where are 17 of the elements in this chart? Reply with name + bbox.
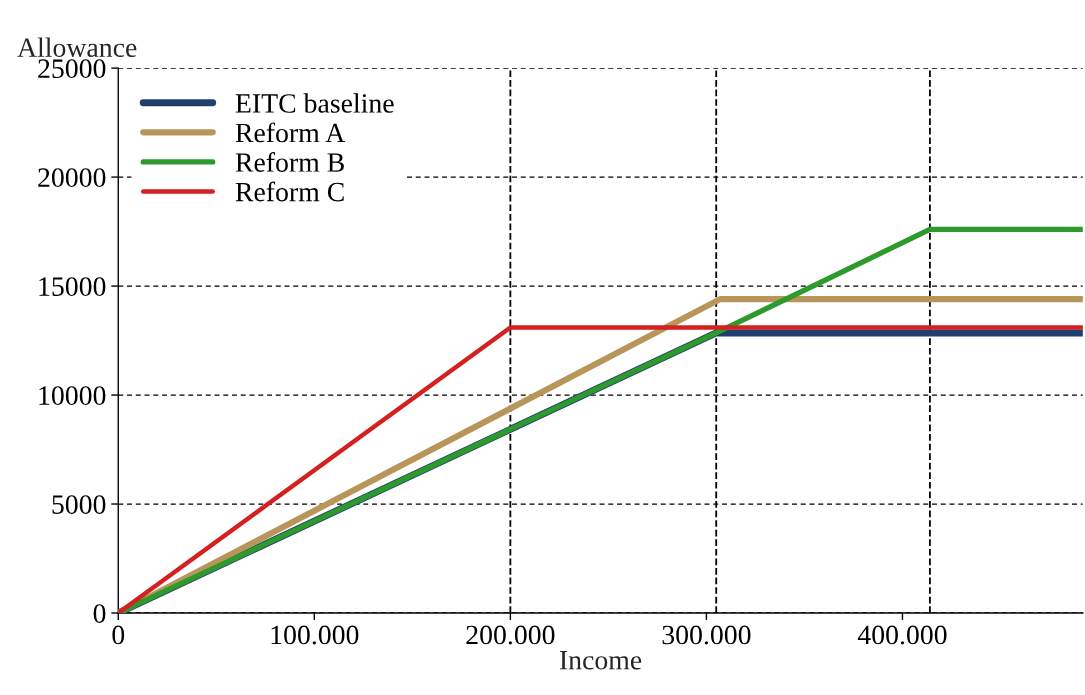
legend-label: Reform B: [235, 152, 344, 172]
y-tick-label: 10000: [39, 386, 106, 405]
x-tick-label: 400.000: [857, 625, 947, 645]
y-tick-label: 0: [93, 604, 106, 623]
legend-label: EITC baseline: [235, 93, 394, 113]
y-tick-label: 25000: [38, 59, 106, 79]
x-tick-label: 300.000: [662, 625, 751, 645]
x-axis-title: Income: [559, 651, 642, 670]
legend-label: Reform A: [235, 122, 346, 143]
legend-label: Reform C: [235, 181, 344, 202]
x-tick-label: 200.000: [466, 625, 555, 645]
y-tick-label: 5000: [52, 495, 106, 514]
y-tick-label: 20000: [38, 168, 106, 187]
x-tick-label: 100.000: [271, 625, 359, 645]
y-tick-label: 15000: [39, 277, 106, 296]
x-tick-label: 0: [112, 625, 125, 645]
y-axis-title: Allowance: [17, 37, 137, 58]
